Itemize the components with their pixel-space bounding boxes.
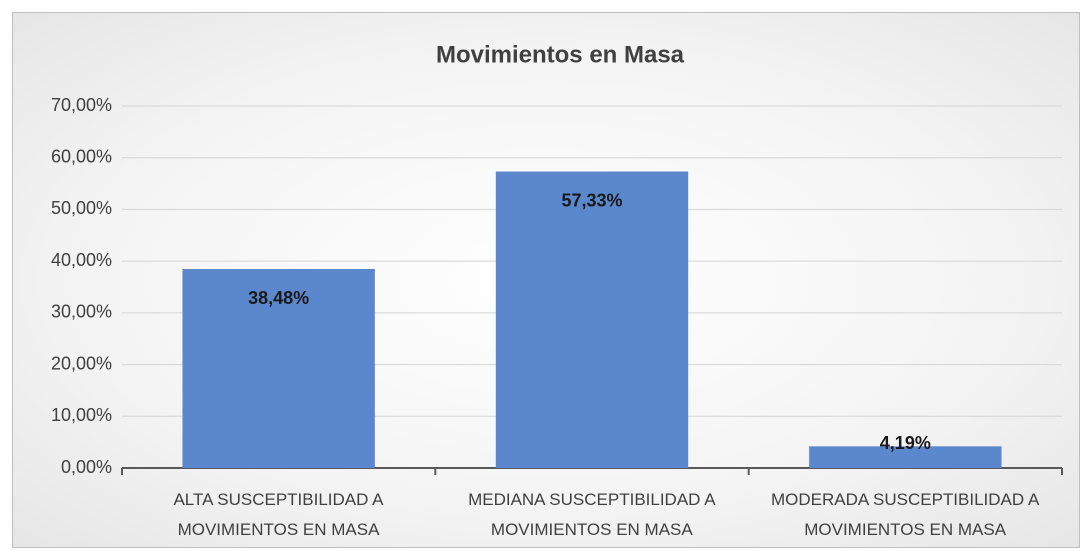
data-label: 57,33%: [561, 190, 622, 210]
x-tick-label: ALTA SUSCEPTIBILIDAD A MOVIMIENTOS EN MA…: [173, 490, 384, 539]
x-tick-label: MODERADA SUSCEPTIBILIDAD A MOVIMIENTOS E…: [771, 490, 1040, 539]
y-tick-label: 10,00%: [51, 405, 112, 425]
bar: [182, 269, 375, 468]
y-tick-label: 50,00%: [51, 198, 112, 218]
y-tick-label: 0,00%: [61, 457, 112, 477]
bar: [809, 446, 1002, 468]
y-tick-label: 70,00%: [51, 95, 112, 115]
data-label: 38,48%: [248, 288, 309, 308]
x-tick-label: MEDIANA SUSCEPTIBILIDAD A MOVIMIENTOS EN…: [468, 490, 716, 539]
y-tick-label: 30,00%: [51, 302, 112, 322]
y-tick-label: 60,00%: [51, 146, 112, 166]
y-tick-label: 40,00%: [51, 250, 112, 270]
y-tick-label: 20,00%: [51, 353, 112, 373]
bar: [495, 171, 689, 468]
data-label: 4,19%: [880, 433, 931, 453]
chart-title: Movimientos en Masa: [436, 41, 685, 68]
